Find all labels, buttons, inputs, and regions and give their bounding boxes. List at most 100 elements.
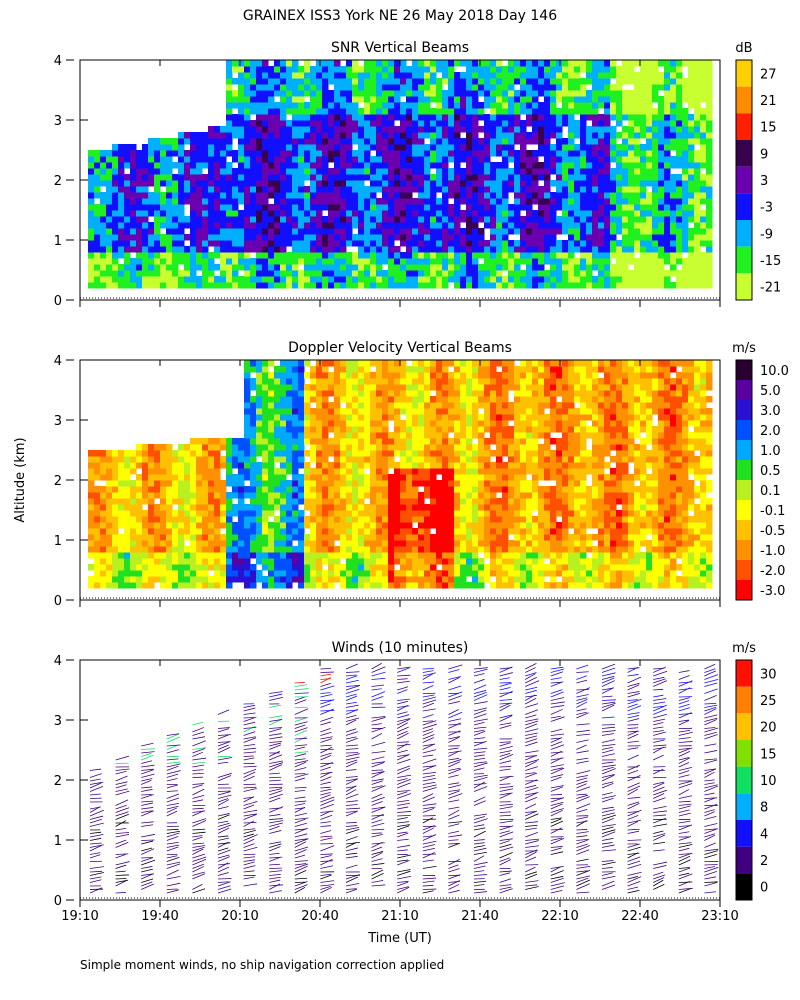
heatmap-cell <box>184 132 191 139</box>
heatmap-cell <box>112 240 119 247</box>
heatmap-cell <box>358 576 365 583</box>
heatmap-cell <box>172 540 179 547</box>
heatmap-cell <box>568 264 575 271</box>
heatmap-cell <box>256 156 263 163</box>
heatmap-cell <box>322 450 329 457</box>
heatmap-cell <box>166 258 173 265</box>
heatmap-cell <box>358 546 365 553</box>
heatmap-cell <box>484 84 491 91</box>
heatmap-cell <box>316 276 323 283</box>
heatmap-cell <box>208 516 215 523</box>
heatmap-cell <box>214 156 221 163</box>
heatmap-cell <box>580 156 587 163</box>
heatmap-cell <box>346 378 353 385</box>
heatmap-cell <box>670 186 677 193</box>
heatmap-cell <box>334 66 341 73</box>
heatmap-cell <box>430 234 437 241</box>
heatmap-cell <box>652 210 659 217</box>
heatmap-cell <box>406 228 413 235</box>
heatmap-cell <box>214 282 221 289</box>
heatmap-cell <box>604 216 611 223</box>
heatmap-cell <box>646 246 653 253</box>
heatmap-cell <box>568 192 575 199</box>
heatmap-cell <box>448 252 455 259</box>
heatmap-cell <box>274 90 281 97</box>
heatmap-cell <box>220 264 227 271</box>
heatmap-cell <box>322 402 329 409</box>
heatmap-cell <box>232 120 239 127</box>
heatmap-cell <box>292 576 299 583</box>
heatmap-cell <box>238 168 245 175</box>
heatmap-cell <box>616 252 623 259</box>
heatmap-cell <box>526 102 533 109</box>
heatmap-cell <box>460 252 467 259</box>
heatmap-cell <box>640 84 647 91</box>
heatmap-cell <box>622 132 629 139</box>
heatmap-cell <box>292 216 299 223</box>
heatmap-cell <box>346 372 353 379</box>
heatmap-cell <box>658 72 665 79</box>
heatmap-cell <box>226 438 233 445</box>
heatmap-cell <box>382 174 389 181</box>
heatmap-cell <box>316 120 323 127</box>
heatmap-cell <box>370 522 377 529</box>
heatmap-cell <box>604 270 611 277</box>
heatmap-cell <box>364 234 371 241</box>
heatmap-cell <box>616 66 623 73</box>
heatmap-cell <box>352 258 359 265</box>
heatmap-cell <box>544 270 551 277</box>
heatmap-cell <box>160 456 167 463</box>
heatmap-cell <box>124 210 131 217</box>
heatmap-cell <box>340 246 347 253</box>
heatmap-cell <box>310 426 317 433</box>
heatmap-cell <box>634 120 641 127</box>
heatmap-cell <box>418 174 425 181</box>
heatmap-cell <box>196 486 203 493</box>
heatmap-cell <box>322 120 329 127</box>
heatmap-cell <box>340 570 347 577</box>
heatmap-cell <box>340 84 347 91</box>
heatmap-cell <box>694 180 701 187</box>
heatmap-cell <box>466 186 473 193</box>
heatmap-cell <box>538 246 545 253</box>
heatmap-cell <box>238 264 245 271</box>
heatmap-cell <box>412 234 419 241</box>
heatmap-cell <box>136 234 143 241</box>
heatmap-cell <box>586 222 593 229</box>
heatmap-cell <box>196 558 203 565</box>
heatmap-cell <box>334 132 341 139</box>
heatmap-cell <box>616 102 623 109</box>
heatmap-cell <box>670 210 677 217</box>
heatmap-cell <box>514 168 521 175</box>
heatmap-cell <box>460 174 467 181</box>
heatmap-cell <box>154 204 161 211</box>
heatmap-cell <box>154 558 161 565</box>
heatmap-cell <box>358 78 365 85</box>
heatmap-cell <box>664 186 671 193</box>
heatmap-cell <box>640 228 647 235</box>
heatmap-cell <box>238 132 245 139</box>
heatmap-cell <box>280 570 287 577</box>
heatmap-cell <box>688 114 695 121</box>
heatmap-cell <box>298 528 305 535</box>
heatmap-cell <box>88 228 95 235</box>
heatmap-cell <box>298 132 305 139</box>
heatmap-cell <box>118 510 125 517</box>
heatmap-cell <box>490 96 497 103</box>
heatmap-cell <box>250 120 257 127</box>
heatmap-cell <box>298 114 305 121</box>
heatmap-cell <box>592 150 599 157</box>
heatmap-cell <box>520 126 527 133</box>
heatmap-cell <box>274 222 281 229</box>
heatmap-cell <box>538 222 545 229</box>
heatmap-cell <box>598 282 605 289</box>
heatmap-cell <box>172 282 179 289</box>
heatmap-cell <box>328 420 335 427</box>
heatmap-cell <box>580 258 587 265</box>
heatmap-cell <box>166 558 173 565</box>
heatmap-cell <box>334 126 341 133</box>
heatmap-cell <box>358 204 365 211</box>
heatmap-cell <box>382 192 389 199</box>
heatmap-cell <box>364 552 371 559</box>
heatmap-cell <box>190 258 197 265</box>
